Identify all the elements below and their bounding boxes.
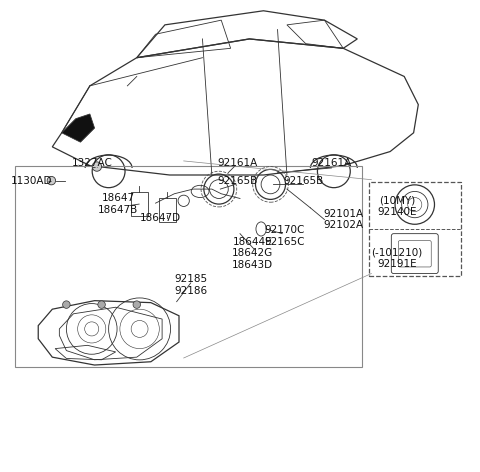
Circle shape: [133, 301, 141, 308]
Text: (10MY)
92140E: (10MY) 92140E: [377, 195, 417, 217]
Circle shape: [47, 177, 56, 185]
Text: 18644E
18642G
18643D: 18644E 18642G 18643D: [232, 237, 273, 270]
Text: 92101A
92102A: 92101A 92102A: [323, 209, 363, 230]
Bar: [15, 166, 362, 367]
Text: 92165B: 92165B: [283, 176, 324, 186]
Text: 92161A: 92161A: [312, 158, 352, 169]
Text: 92165B: 92165B: [217, 176, 258, 186]
Text: 92185
92186: 92185 92186: [174, 275, 207, 296]
Text: 1130AD: 1130AD: [11, 176, 52, 185]
Text: 92161A: 92161A: [217, 158, 258, 169]
Bar: [159, 198, 176, 222]
Text: 18647D: 18647D: [140, 213, 181, 223]
Text: 18647
18647B: 18647 18647B: [98, 194, 138, 215]
Text: 92170C
92165C: 92170C 92165C: [264, 225, 305, 247]
Bar: [369, 182, 460, 276]
Polygon shape: [62, 114, 95, 142]
Circle shape: [62, 301, 70, 308]
Text: 1327AC: 1327AC: [72, 158, 113, 169]
Circle shape: [92, 162, 102, 171]
Bar: [131, 193, 147, 216]
Circle shape: [98, 301, 105, 308]
Text: (-101210)
92191E: (-101210) 92191E: [372, 248, 423, 270]
